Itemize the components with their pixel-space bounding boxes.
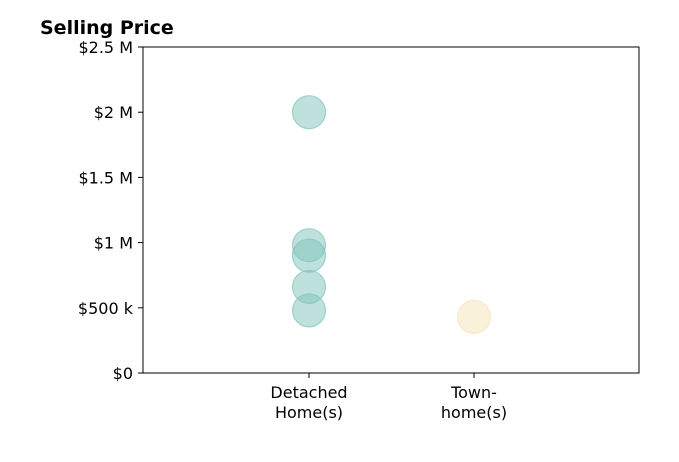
x-tick-label: Town-home(s) — [441, 383, 507, 422]
y-tick-label: $2 M — [94, 103, 133, 122]
data-point — [456, 299, 492, 335]
y-tick-label: $1 M — [94, 234, 133, 253]
data-point — [291, 293, 327, 328]
x-axis: Detached Home(s) Town-home(s) — [270, 373, 507, 422]
x-tick-label: Detached Home(s) — [270, 383, 347, 422]
points-layer — [291, 95, 492, 335]
data-point — [291, 238, 327, 273]
y-axis: $0 $500 k $1 M $1.5 M $2 M $2.5 M — [78, 38, 143, 383]
plot-frame — [142, 46, 640, 374]
chart-title: Selling Price — [40, 17, 174, 39]
y-tick-label: $1.5 M — [78, 168, 133, 187]
y-tick-label: $2.5 M — [78, 38, 133, 57]
data-point — [291, 95, 327, 130]
y-tick-label: $500 k — [78, 299, 134, 318]
y-tick-label: $0 — [113, 364, 133, 383]
